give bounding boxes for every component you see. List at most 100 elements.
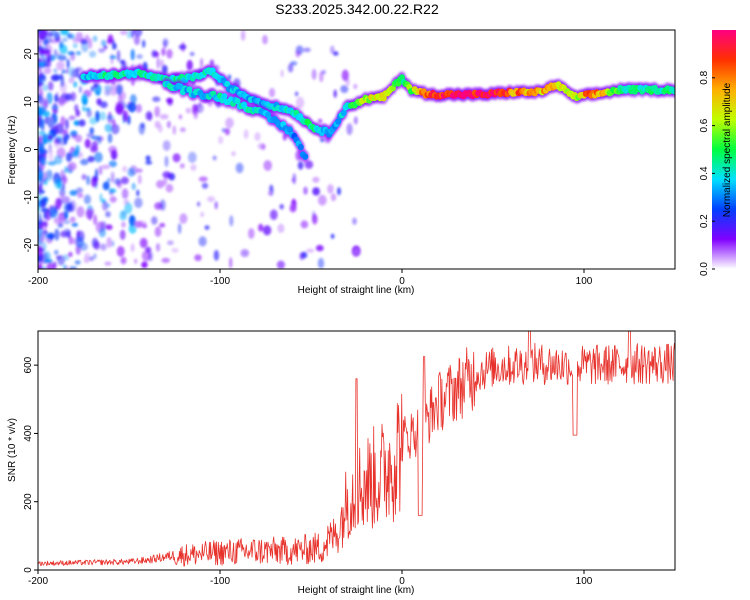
noise-blob	[295, 50, 301, 58]
noise-blob	[166, 120, 171, 129]
spectrogram-branch-track	[161, 78, 310, 163]
noise-blob	[129, 94, 137, 105]
track-blob	[234, 97, 241, 105]
noise-blob	[60, 30, 69, 36]
noise-blob	[73, 81, 78, 88]
noise-blob	[171, 247, 179, 253]
noise-blob	[59, 41, 64, 49]
noise-blob	[164, 155, 169, 168]
noise-blob	[263, 160, 273, 171]
snr-panel: -200 -100 0 100 0 200 400 600 Height of straig…	[7, 330, 676, 596]
noise-blob	[159, 59, 165, 68]
noise-blob	[218, 135, 224, 145]
noise-blob	[47, 134, 53, 141]
noise-blob	[243, 129, 249, 140]
noise-blob	[109, 55, 117, 60]
noise-blob	[38, 137, 41, 145]
noise-blob	[159, 114, 169, 120]
noise-blob	[91, 141, 98, 152]
noise-blob	[212, 155, 217, 161]
noise-blob	[45, 30, 49, 35]
noise-blob	[119, 229, 126, 240]
noise-blob	[59, 230, 69, 238]
noise-blob	[134, 258, 138, 264]
noise-blob	[141, 39, 146, 48]
noise-blob	[54, 249, 59, 256]
noise-blob	[145, 155, 151, 161]
noise-blob	[104, 203, 111, 208]
noise-blob	[134, 220, 144, 228]
noise-blob	[289, 204, 297, 213]
track-blob	[340, 109, 347, 117]
noise-blob	[42, 84, 49, 92]
noise-blob	[86, 175, 90, 186]
noise-blob	[54, 228, 60, 241]
noise-blob	[177, 223, 182, 234]
noise-blob	[207, 196, 215, 203]
noise-blob	[221, 128, 226, 133]
noise-blob	[185, 107, 192, 114]
noise-blob	[54, 205, 58, 214]
noise-blob	[98, 165, 103, 176]
noise-blob	[340, 85, 349, 94]
noise-blob	[39, 47, 45, 57]
noise-blob	[353, 116, 358, 125]
x-tick-label: -200	[28, 276, 48, 287]
x-tick-label: 100	[576, 576, 593, 587]
snr-y-label: SNR (10 * v/v)	[7, 418, 18, 482]
noise-blob	[279, 204, 284, 210]
noise-blob	[93, 253, 97, 259]
x-tick-label: 100	[576, 276, 593, 287]
noise-blob	[148, 251, 153, 262]
noise-blob	[209, 59, 215, 67]
noise-blob	[115, 103, 124, 115]
noise-blob	[57, 254, 65, 266]
noise-blob	[127, 102, 137, 113]
track-blob	[186, 86, 193, 93]
noise-blob	[141, 261, 149, 269]
noise-blob	[268, 87, 276, 98]
noise-blob	[63, 253, 70, 261]
spectrogram-y-axis: -20 -10 0 10 20	[23, 48, 38, 252]
noise-blob	[299, 252, 305, 260]
noise-blob	[53, 217, 62, 225]
noise-blob	[46, 262, 56, 269]
spectrogram-x-axis: -200 -100 0 100	[28, 269, 593, 287]
noise-blob	[62, 219, 71, 225]
noise-blob	[75, 236, 84, 248]
noise-blob	[88, 256, 94, 262]
noise-blob	[116, 49, 121, 62]
noise-blob	[74, 148, 80, 157]
y-tick-label: 20	[23, 48, 34, 60]
noise-blob	[39, 156, 47, 166]
noise-blob	[43, 220, 48, 228]
noise-blob	[134, 35, 140, 46]
noise-blob	[161, 64, 168, 75]
noise-blob	[213, 249, 220, 261]
noise-blob	[104, 89, 112, 96]
noise-blob	[333, 89, 337, 98]
noise-blob	[53, 54, 63, 60]
noise-blob	[145, 111, 153, 121]
noise-blob	[194, 254, 202, 262]
noise-blob	[92, 35, 98, 42]
noise-blob	[93, 241, 101, 250]
noise-blob	[67, 162, 77, 171]
noise-blob	[68, 33, 73, 40]
noise-blob	[108, 160, 118, 168]
noise-blob	[163, 176, 168, 186]
noise-blob	[179, 127, 186, 133]
y-tick-label: 600	[23, 356, 34, 373]
noise-blob	[104, 84, 113, 92]
noise-blob	[77, 192, 84, 199]
spectrogram-y-label: Frequency (Hz)	[7, 116, 18, 185]
noise-blob	[136, 168, 143, 173]
noise-blob	[88, 38, 93, 49]
colorbar-label: Normalized spectral amplitude	[722, 82, 733, 217]
noise-blob	[103, 39, 107, 48]
noise-blob	[151, 50, 158, 58]
noise-blob	[248, 228, 255, 239]
noise-blob	[48, 117, 53, 128]
noise-blob	[120, 256, 127, 265]
